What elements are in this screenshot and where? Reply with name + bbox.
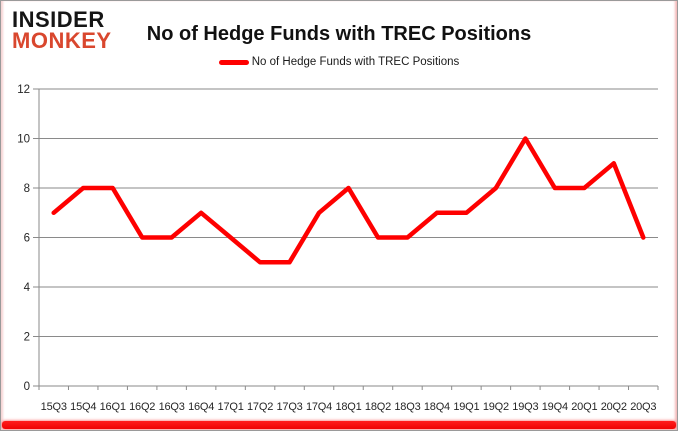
x-tick-label: 18Q1 [335, 401, 361, 413]
chart-legend: No of Hedge Funds with TREC Positions [1, 56, 677, 68]
x-tick-label: 18Q2 [365, 401, 391, 413]
y-tick-label: 8 [24, 183, 30, 195]
x-tick-label: 18Q4 [424, 401, 450, 413]
x-tick-label: 20Q3 [630, 401, 656, 413]
y-tick-label: 10 [17, 134, 30, 146]
x-tick-label: 17Q3 [276, 401, 302, 413]
y-tick-label: 6 [24, 233, 30, 245]
x-tick-label: 19Q1 [453, 401, 479, 413]
x-tick-label: 16Q3 [159, 401, 185, 413]
x-tick-label: 19Q4 [542, 401, 568, 413]
insider-monkey-logo: INSIDER MONKEY [12, 7, 112, 53]
series-line [51, 136, 646, 265]
legend-label: No of Hedge Funds with TREC Positions [251, 56, 460, 68]
x-tick-label: 19Q3 [512, 401, 538, 413]
x-tick-label: 17Q4 [306, 401, 332, 413]
x-tick-label: 19Q2 [483, 401, 509, 413]
x-tick-label: 16Q2 [129, 401, 155, 413]
x-tick-label: 16Q4 [188, 401, 214, 413]
legend-line-marker [218, 59, 249, 65]
y-tick-label: 4 [24, 282, 31, 294]
x-tick-label: 15Q4 [70, 401, 96, 413]
y-tick-label: 12 [17, 84, 30, 96]
y-tick-label: 0 [24, 381, 30, 393]
x-tick-label: 20Q2 [601, 401, 627, 413]
chart-title: No of Hedge Funds with TREC Positions [146, 23, 532, 45]
logo-text-monkey: MONKEY [12, 27, 112, 53]
bottom-red-bar [2, 421, 676, 429]
x-tick-label: 20Q1 [571, 401, 597, 413]
x-tick-label: 15Q3 [41, 401, 67, 413]
x-tick-label: 17Q2 [247, 401, 273, 413]
x-tick-label: 17Q1 [218, 401, 244, 413]
x-tick-label: 18Q3 [394, 401, 420, 413]
y-tick-label: 2 [24, 332, 30, 344]
logo-text-insider: INSIDER [12, 7, 105, 32]
x-tick-label: 16Q1 [100, 401, 126, 413]
